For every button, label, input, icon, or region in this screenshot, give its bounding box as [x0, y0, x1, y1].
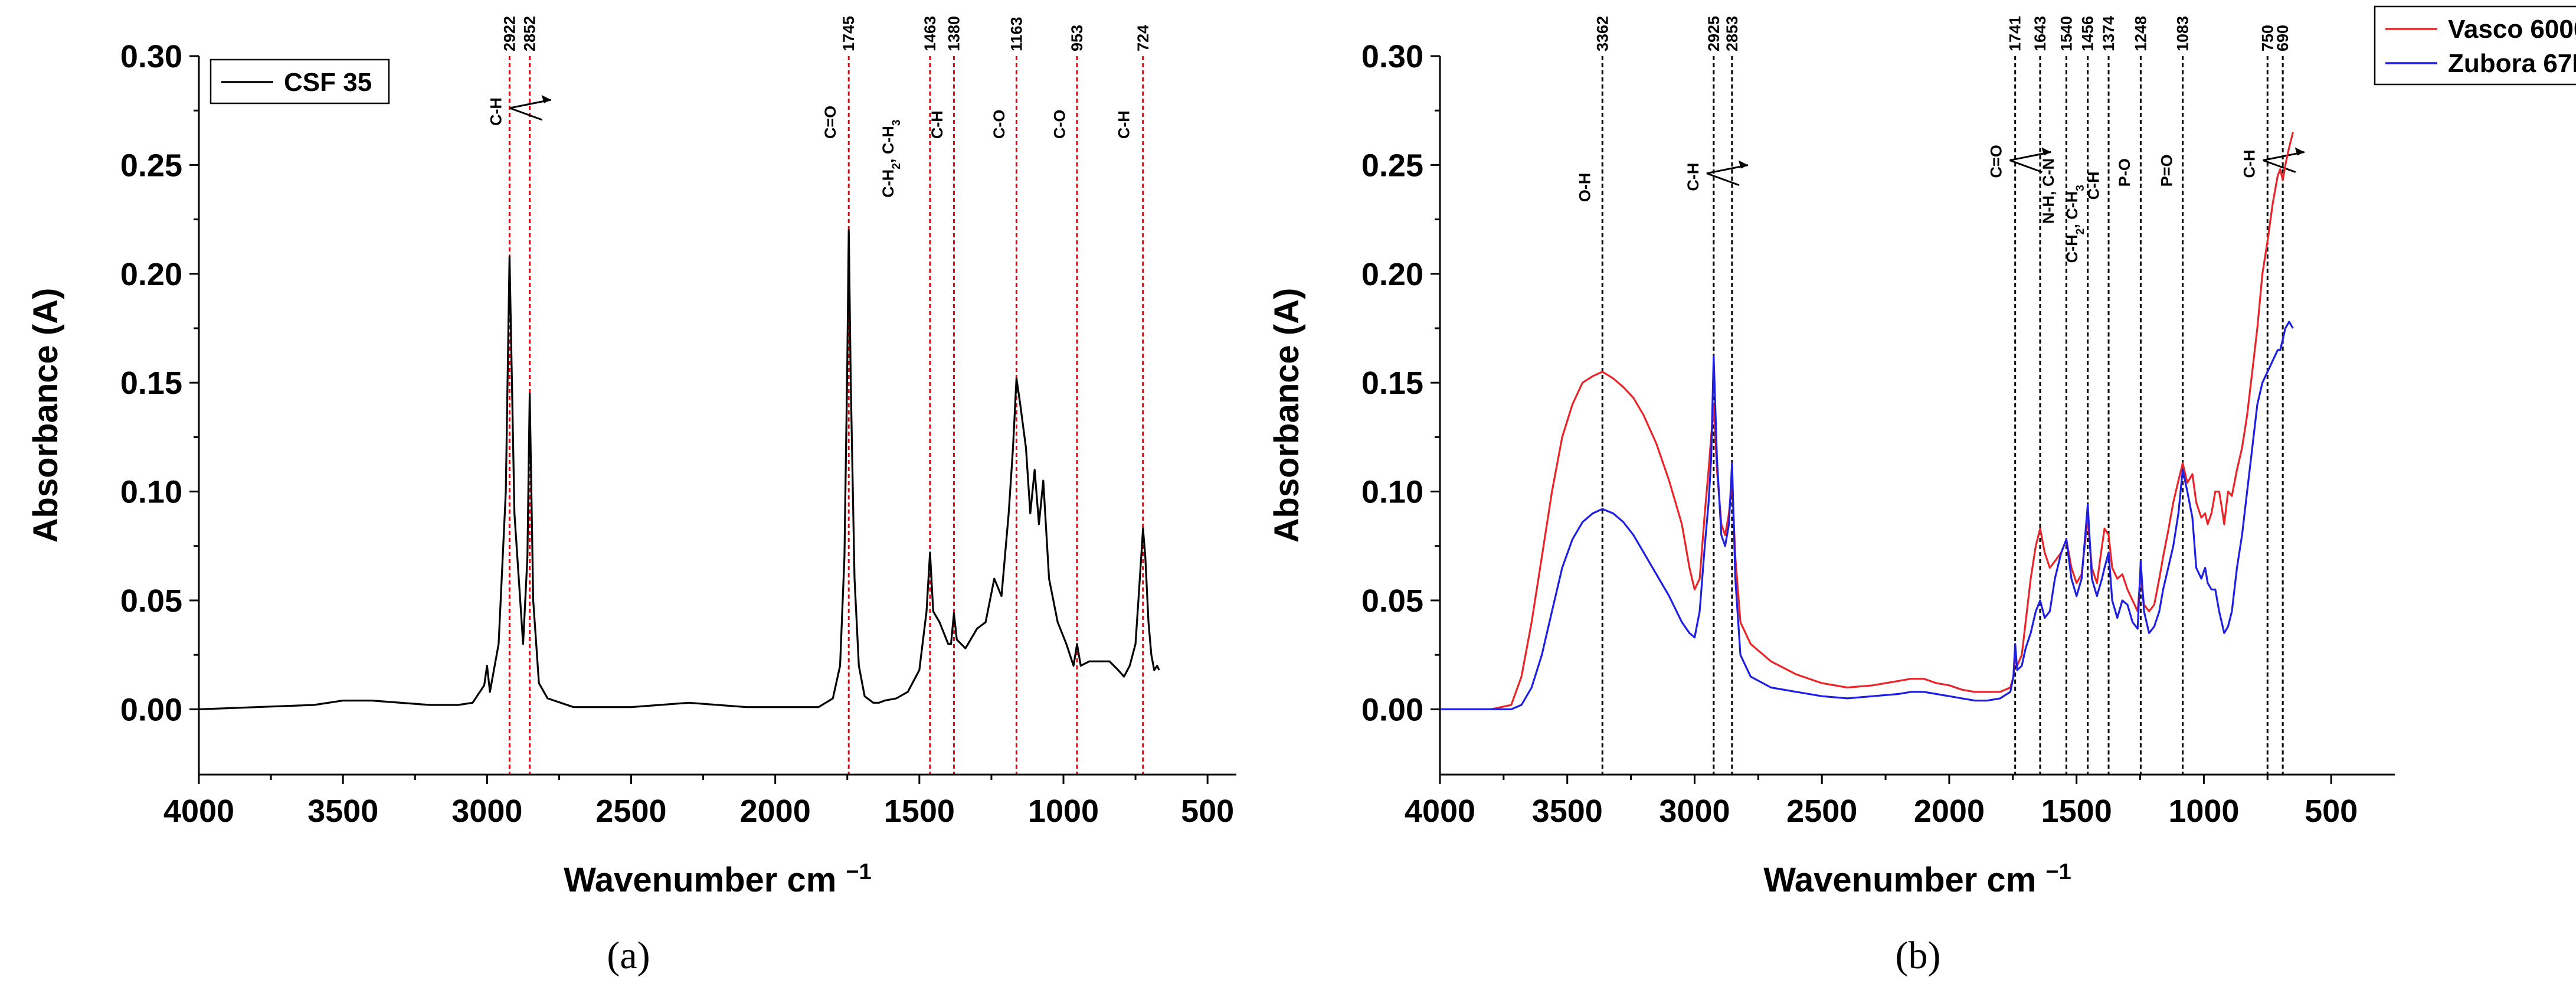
pb-group-arrowhead-8 [2294, 147, 2305, 156]
pa-series-line-csf-35 [199, 229, 1160, 710]
pa-group-label-5: C-O [1050, 110, 1068, 139]
pa-y-tick-label-0.20: 0.20 [120, 257, 182, 292]
pa-group-label-3: C-H [928, 110, 946, 139]
pa-legend-label-0: CSF 35 [284, 68, 372, 97]
pa-group-label-0: C-H [487, 97, 505, 126]
pb-peak-label-2925: 2925 [1705, 16, 1723, 51]
pb-group-label-1: C-H [1684, 163, 1702, 191]
pb-x-tick-label-3000: 3000 [1659, 793, 1730, 829]
pb-panel-label: (b) [1896, 934, 1941, 977]
pb-peak-label-1248: 1248 [2132, 16, 2149, 51]
pb-peak-label-3362: 3362 [1593, 16, 1611, 51]
pa-y-tick-label-0.25: 0.25 [120, 148, 182, 183]
pa-peak-label-953: 953 [1068, 25, 1086, 51]
pa-x-tick-label-4000: 4000 [163, 793, 234, 829]
pa-group-label-2: C-H2, C-H3 [879, 120, 903, 198]
pa-peak-label-1463: 1463 [921, 16, 939, 51]
pa-peak-label-1380: 1380 [945, 16, 963, 51]
pb-y-tick-label-0.30: 0.30 [1361, 39, 1423, 74]
pb-x-tick-label-4000: 4000 [1405, 793, 1475, 829]
pb-group-arrowhead-2 [2041, 147, 2051, 156]
chart-panel-b: 3362 2925 2853 1741 1643 1540 1456 1374 1248 1083… [1268, 5, 2576, 977]
pb-x-tick-label-1000: 1000 [2168, 793, 2239, 829]
pb-series-line-vasco-6000 [1440, 132, 2294, 710]
pb-legend: Vasco 6000 Zubora 67H [2374, 5, 2576, 86]
pb-y-tick-label-0.00: 0.00 [1361, 692, 1423, 727]
pb-group-label-6: P-O [2116, 158, 2133, 187]
pb-x-tick-label-1500: 1500 [2041, 793, 2112, 829]
pa-peak-label-1745: 1745 [840, 16, 857, 51]
pb-y-tick-label-0.15: 0.15 [1361, 365, 1423, 401]
pb-legend-box [2374, 5, 2576, 86]
pb-group-arrowhead-1 [1738, 160, 1748, 169]
pb-group-label-7: P=O [2158, 154, 2175, 187]
pb-group-label-4: C-H2, C-H3 [2063, 185, 2087, 263]
pb-legend-label-1: Zubora 67H [2448, 49, 2576, 78]
pa-x-tick-label-3000: 3000 [451, 793, 522, 829]
pa-y-tick-label-0.15: 0.15 [120, 365, 182, 401]
pa-y-tick-label-0.30: 0.30 [120, 39, 182, 74]
pb-legend-label-0: Vasco 6000 [2448, 15, 2576, 44]
pa-group-label-1: C=O [821, 106, 839, 139]
pb-group-label-3: N-H, C-N [2040, 158, 2057, 224]
pb-peak-label-1374: 1374 [2100, 16, 2117, 51]
pa-group-label-4: C-O [990, 110, 1008, 139]
pb-x-axis-title: Wavenumber cm −1 [1763, 860, 2071, 899]
pb-peak-label-1540: 1540 [2057, 16, 2075, 51]
pb-x-tick-label-3500: 3500 [1532, 793, 1603, 829]
pb-y-tick-label-0.05: 0.05 [1361, 583, 1423, 619]
pb-y-axis-title: Absorbance (A) [1268, 288, 1306, 543]
pb-peak-label-690: 690 [2274, 25, 2292, 51]
pb-peak-label-1643: 1643 [2031, 16, 2049, 51]
pa-panel-label: (a) [607, 934, 650, 977]
pb-y-tick-label-0.20: 0.20 [1361, 257, 1423, 292]
pb-group-label-0: O-H [1576, 173, 1594, 203]
pa-peak-label-2922: 2922 [500, 16, 518, 51]
pa-y-tick-label-0.10: 0.10 [120, 475, 182, 510]
pa-x-axis-title: Wavenumber cm −1 [564, 860, 871, 899]
pb-x-tick-label-2500: 2500 [1786, 793, 1857, 829]
pb-peak-label-1083: 1083 [2174, 16, 2192, 51]
pb-group-label-8: C-H [2241, 150, 2258, 178]
pa-x-tick-label-500: 500 [1181, 793, 1234, 829]
pb-peak-label-750: 750 [2258, 25, 2276, 51]
pb-group-label-5: C-H [2085, 171, 2103, 200]
pa-y-axis-title: Absorbance (A) [27, 288, 65, 543]
pa-y-tick-label-0.05: 0.05 [120, 583, 182, 619]
pb-peak-label-2853: 2853 [1723, 16, 1741, 51]
pa-legend: CSF 35 [210, 58, 390, 105]
pb-x-tick-label-500: 500 [2305, 793, 2358, 829]
pb-group-label-2: C=O [1987, 145, 2005, 178]
pb-y-tick-label-0.25: 0.25 [1361, 148, 1423, 183]
pa-x-tick-label-3500: 3500 [307, 793, 378, 829]
pa-x-tick-label-1500: 1500 [884, 793, 955, 829]
pb-peak-label-1741: 1741 [2007, 16, 2024, 51]
pa-x-tick-label-1000: 1000 [1028, 793, 1099, 829]
pa-peak-label-1163: 1163 [1007, 17, 1025, 51]
pb-peak-label-1456: 1456 [2079, 16, 2097, 51]
pb-y-tick-label-0.10: 0.10 [1361, 475, 1423, 510]
pa-peak-label-2852: 2852 [521, 16, 539, 51]
pa-x-tick-label-2000: 2000 [740, 793, 811, 829]
pa-peak-label-724: 724 [1134, 25, 1152, 51]
pa-y-tick-label-0.00: 0.00 [120, 692, 182, 727]
pb-x-tick-label-2000: 2000 [1914, 793, 1985, 829]
pa-group-label-6: C-H [1115, 110, 1132, 139]
pa-group-arrowhead-0 [541, 95, 551, 104]
pb-series-line-zubora-67h [1440, 321, 2294, 710]
pa-x-tick-label-2500: 2500 [595, 793, 666, 829]
